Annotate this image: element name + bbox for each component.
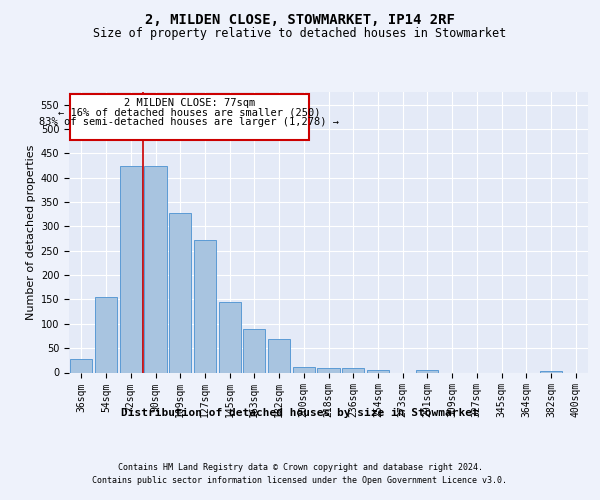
Bar [145, 166, 167, 372]
Text: 2, MILDEN CLOSE, STOWMARKET, IP14 2RF: 2, MILDEN CLOSE, STOWMARKET, IP14 2RF [145, 12, 455, 26]
Text: Size of property relative to detached houses in Stowmarket: Size of property relative to detached ho… [94, 28, 506, 40]
Bar [95, 297, 117, 372]
Text: 2 MILDEN CLOSE: 77sqm: 2 MILDEN CLOSE: 77sqm [124, 98, 255, 108]
Text: Distribution of detached houses by size in Stowmarket: Distribution of detached houses by size … [121, 408, 479, 418]
Text: Contains public sector information licensed under the Open Government Licence v3: Contains public sector information licen… [92, 476, 508, 485]
Bar [243, 328, 265, 372]
Text: Contains HM Land Registry data © Crown copyright and database right 2024.: Contains HM Land Registry data © Crown c… [118, 462, 482, 471]
FancyBboxPatch shape [70, 94, 309, 140]
Bar [293, 366, 315, 372]
Bar [317, 368, 340, 372]
Bar [342, 368, 364, 372]
Bar [194, 240, 216, 372]
Bar [218, 302, 241, 372]
Bar [70, 360, 92, 372]
Bar [119, 166, 142, 372]
Bar [268, 340, 290, 372]
Bar [416, 370, 439, 372]
Text: 83% of semi-detached houses are larger (1,278) →: 83% of semi-detached houses are larger (… [40, 118, 340, 128]
Text: ← 16% of detached houses are smaller (250): ← 16% of detached houses are smaller (25… [58, 108, 321, 118]
Bar [367, 370, 389, 372]
Y-axis label: Number of detached properties: Number of detached properties [26, 145, 37, 320]
Bar [169, 213, 191, 372]
Bar [540, 371, 562, 372]
